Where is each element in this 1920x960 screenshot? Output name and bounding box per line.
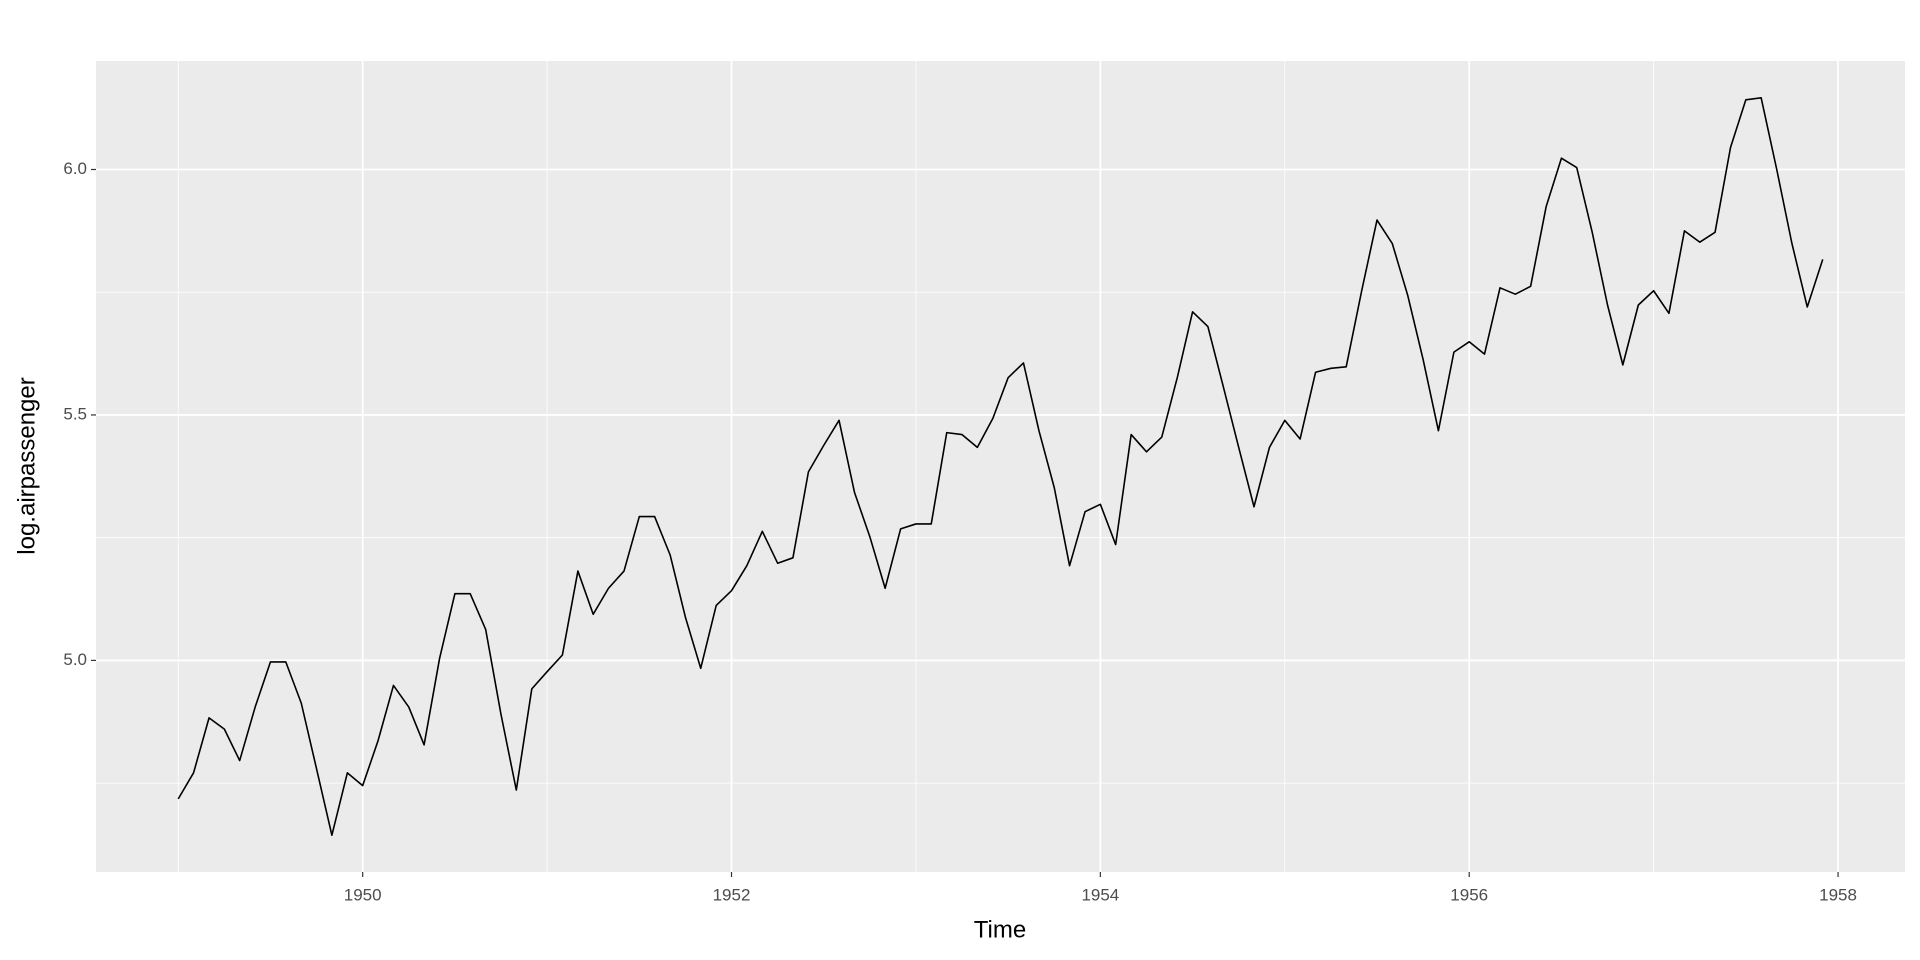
y-axis-title: log.airpassenger bbox=[13, 377, 40, 554]
y-tick-label: 5.0 bbox=[63, 650, 87, 669]
y-tick-label: 6.0 bbox=[63, 159, 87, 178]
series-line bbox=[177, 97, 1824, 836]
x-tick-label: 1952 bbox=[713, 885, 751, 904]
panel bbox=[96, 61, 1905, 872]
x-tick-label: 1958 bbox=[1819, 885, 1857, 904]
grid bbox=[96, 61, 1905, 872]
x-tick-label: 1956 bbox=[1450, 885, 1488, 904]
x-axis-title: Time bbox=[974, 916, 1026, 943]
x-tick-label: 1954 bbox=[1081, 885, 1119, 904]
x-tick-label: 1950 bbox=[344, 885, 382, 904]
y-tick-label: 5.5 bbox=[63, 404, 87, 423]
